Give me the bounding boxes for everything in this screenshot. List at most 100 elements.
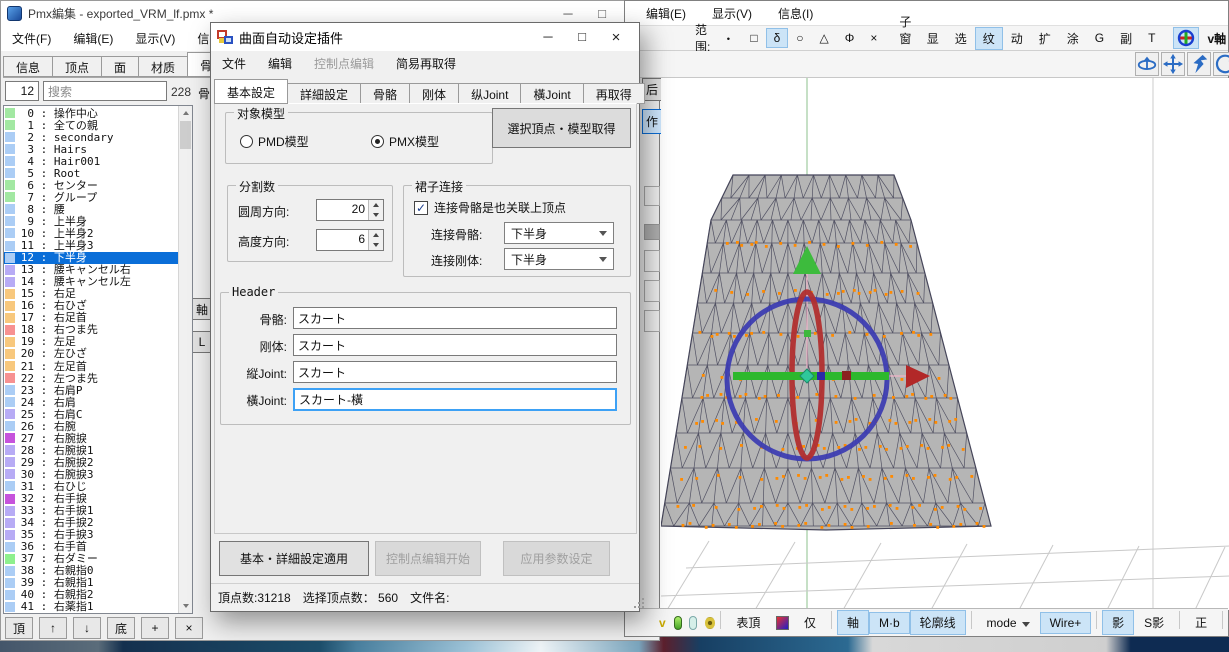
bottom-tool-5[interactable]: mode — [977, 612, 1040, 634]
orbit-view-icon[interactable] — [1135, 52, 1159, 76]
dialog-maximize-button[interactable]: □ — [578, 28, 586, 44]
bone-list-item[interactable]: 13 : 腰キャンセル右 — [4, 264, 178, 276]
range-tool-6[interactable]: × — [870, 31, 878, 45]
bone-list-item[interactable]: 27 : 右腕捩 — [4, 432, 178, 444]
bottom-tool-7[interactable]: 影 — [1102, 610, 1135, 635]
bone-list-item[interactable]: 34 : 右手捩2 — [4, 517, 178, 529]
dialog-menu-item-0[interactable]: 文件 — [222, 56, 247, 71]
bone-list-item[interactable]: 0 : 操作中心 — [4, 107, 178, 119]
local-side-button[interactable]: L — [192, 331, 212, 353]
bone-list-item[interactable]: 41 : 右薬指1 — [4, 601, 178, 613]
bone-list-item[interactable]: 25 : 右肩C — [4, 408, 178, 420]
dialog-tab-2[interactable]: 骨骼 — [360, 83, 411, 104]
bone-list-item[interactable]: 39 : 右親指1 — [4, 577, 178, 589]
main-tab-1[interactable]: 顶点 — [52, 56, 103, 77]
index-field[interactable]: 12 — [5, 81, 39, 101]
side-box[interactable] — [644, 186, 660, 206]
bone-name-field[interactable]: スカート — [293, 307, 617, 329]
dialog-close-button[interactable]: × — [611, 28, 621, 46]
subwindow-tool-6[interactable]: G — [1094, 31, 1105, 45]
bottom-tool-4[interactable]: 轮廓线 — [909, 610, 966, 635]
side-box[interactable] — [644, 250, 660, 272]
range-tool-5[interactable]: Φ — [844, 31, 855, 45]
apply-parameters-button[interactable]: 应用参数设定 — [503, 541, 610, 576]
bone-list-item[interactable]: 21 : 左足首 — [4, 360, 178, 372]
bone-list-item[interactable]: 11 : 上半身3 — [4, 240, 178, 252]
bone-list-item[interactable]: 4 : Hair001 — [4, 155, 178, 167]
bone-list-item[interactable]: 17 : 右足首 — [4, 312, 178, 324]
list-action-button-3[interactable]: 底 — [107, 617, 135, 639]
rigid-name-field[interactable]: スカート — [293, 334, 617, 356]
bone-list-item[interactable]: 20 : 左ひざ — [4, 348, 178, 360]
start-control-point-edit-button[interactable]: 控制点编辑开始 — [375, 541, 481, 576]
subwindow-tool-7[interactable]: 副 — [1120, 31, 1133, 46]
subwindow-tool-4[interactable]: 扩 — [1038, 31, 1051, 46]
pan-view-icon[interactable] — [1161, 52, 1185, 76]
bone-list-item[interactable]: 14 : 腰キャンセル左 — [4, 276, 178, 288]
list-action-button-5[interactable]: × — [175, 617, 203, 639]
scroll-thumb[interactable] — [180, 121, 191, 149]
pmx-model-radio[interactable]: PMX模型 — [371, 133, 439, 150]
vjoint-name-field[interactable]: スカート — [293, 361, 617, 383]
dialog-menu-item-3[interactable]: 简易再取得 — [396, 56, 457, 71]
dialog-tab-0[interactable]: 基本設定 — [214, 79, 289, 104]
range-tool-0[interactable]: ・ — [722, 31, 735, 46]
connect-bone-checkbox[interactable]: ✓ 连接骨骼是也关联上顶点 — [414, 200, 567, 215]
bone-list-item[interactable]: 19 : 左足 — [4, 336, 178, 348]
acquire-model-button[interactable]: 選択頂点・模型取得 — [492, 108, 631, 148]
height-stepper[interactable]: 6 — [316, 229, 384, 251]
bone-list-item[interactable]: 26 : 右腕 — [4, 420, 178, 432]
bone-list-item[interactable]: 38 : 右親指0 — [4, 565, 178, 577]
bone-list-item[interactable]: 31 : 右ひじ — [4, 480, 178, 492]
subwindow-tool-2[interactable]: 纹 — [974, 26, 1003, 50]
flower-icon[interactable] — [704, 616, 716, 629]
subwindow-tool-1[interactable]: 选 — [954, 31, 967, 46]
capsule-pale-icon[interactable] — [689, 615, 698, 630]
bone-list-item[interactable]: 24 : 右肩 — [4, 396, 178, 408]
view-work-button[interactable]: 作 — [642, 109, 662, 134]
bone-list-item[interactable]: 18 : 右つま先 — [4, 324, 178, 336]
range-tool-1[interactable]: □ — [750, 31, 758, 45]
axis-side-button[interactable]: 軸 — [192, 298, 212, 320]
bone-list-item[interactable]: 40 : 右親指2 — [4, 589, 178, 601]
range-tool-3[interactable]: ○ — [796, 31, 804, 45]
bone-list-item[interactable]: 8 : 腰 — [4, 203, 178, 215]
bottom-tool-9[interactable]: 正 — [1195, 616, 1208, 630]
view-menu-item-1[interactable]: 显示(V) — [712, 6, 752, 21]
dialog-tab-3[interactable]: 刚体 — [409, 83, 460, 104]
circumference-stepper[interactable]: 20 — [316, 199, 384, 221]
material-color-swatch[interactable] — [775, 615, 789, 630]
side-box[interactable] — [644, 310, 660, 332]
pmd-model-radio[interactable]: PMD模型 — [240, 133, 309, 150]
bone-list-item[interactable]: 30 : 右腕捩3 — [4, 468, 178, 480]
capsule-green-icon[interactable] — [673, 615, 682, 630]
subwindow-tool-8[interactable]: T — [1148, 31, 1156, 45]
search-input[interactable]: 搜索 — [43, 81, 167, 101]
bone-list-item[interactable]: 28 : 右腕捩1 — [4, 444, 178, 456]
main-tab-0[interactable]: 信息 — [3, 56, 54, 77]
bone-list-item[interactable]: 2 : secondary — [4, 131, 178, 143]
spin-down-icon[interactable] — [369, 210, 383, 220]
dialog-menu-item-1[interactable]: 编辑 — [268, 56, 293, 71]
viewport-3d-scene[interactable] — [661, 78, 1229, 610]
bone-list-item[interactable]: 35 : 右手捩3 — [4, 529, 178, 541]
list-action-button-0[interactable]: 頂 — [5, 617, 33, 639]
dialog-tab-4[interactable]: 纵Joint — [458, 83, 522, 104]
side-box[interactable] — [644, 280, 660, 302]
main-tab-3[interactable]: 材质 — [138, 56, 189, 77]
bone-list-item[interactable]: 3 : Hairs — [4, 143, 178, 155]
subwindow-tool-3[interactable]: 动 — [1010, 31, 1023, 46]
main-menu-item-0[interactable]: 文件(F) — [12, 31, 52, 46]
view-back-button[interactable]: 后 — [642, 78, 662, 101]
bone-list-item[interactable]: 16 : 右ひざ — [4, 300, 178, 312]
maximize-button[interactable]: □ — [598, 5, 606, 21]
hjoint-name-field[interactable]: スカート-橫 — [293, 388, 617, 411]
minimize-button[interactable]: ─ — [563, 5, 573, 21]
list-action-button-4[interactable]: + — [141, 617, 169, 639]
subwindow-tool-5[interactable]: 涂 — [1066, 31, 1079, 46]
bone-list-item[interactable]: 33 : 右手捩1 — [4, 505, 178, 517]
bone-list-item[interactable]: 29 : 右腕捩2 — [4, 456, 178, 468]
dialog-tab-1[interactable]: 詳細設定 — [287, 83, 362, 104]
subwindow-tool-0[interactable]: 显 — [926, 31, 939, 46]
bottom-tool-8[interactable]: S影 — [1144, 616, 1165, 630]
